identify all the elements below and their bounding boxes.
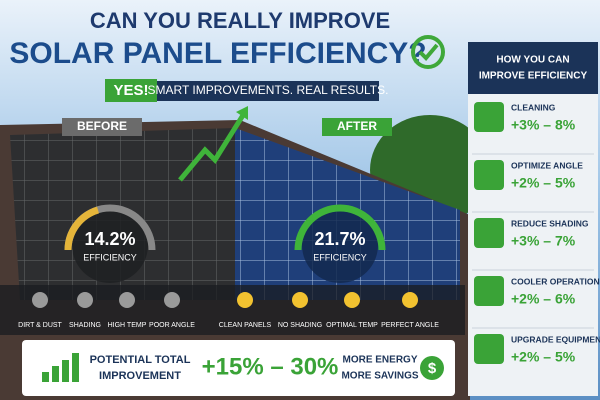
dollar-symbol: $ [428, 360, 437, 377]
item-label: UPGRADE EQUIPMENT [511, 334, 600, 344]
before-caption: EFFICIENCY [83, 252, 137, 262]
yes-text: YES! [113, 82, 148, 99]
growth-icon [42, 353, 79, 382]
after-value: 21.7% [314, 229, 365, 249]
footer-range: +15% – 30% [202, 353, 339, 380]
gauge-bg [72, 207, 148, 283]
benefit: MORE SAVINGS [341, 371, 418, 382]
sidebar-title: IMPROVE EFFICIENCY [479, 71, 588, 82]
title: SOLAR PANEL EFFICIENCY? [9, 37, 426, 70]
factor-label: NO SHADING [278, 322, 322, 329]
arrow-head [236, 106, 248, 120]
check-mark [418, 43, 439, 61]
item-range: +2% – 5% [511, 349, 576, 365]
after-caption: EFFICIENCY [313, 252, 367, 262]
factor-icon [119, 292, 135, 308]
gauge-bg [302, 207, 378, 283]
tagline: SMART IMPROVEMENTS. REAL RESULTS. [148, 83, 389, 97]
factor-label: CLEAN PANELS [219, 322, 272, 329]
item-icon [474, 102, 504, 132]
item-range: +2% – 5% [511, 175, 576, 191]
title: CAN YOU REALLY IMPROVE [90, 8, 390, 33]
factor-icon [344, 292, 360, 308]
dollar-icon [420, 356, 444, 380]
benefit: MORE ENERGY [342, 355, 417, 366]
gauge-arc [64, 206, 100, 251]
factor-icon [292, 292, 308, 308]
gauge-arc [294, 204, 386, 251]
check-icon [411, 35, 445, 69]
sidebar-items: CLEANING +3% – 8% OPTIMIZE ANGLE +2% – 5% RE… [472, 102, 600, 365]
factor-icon [237, 292, 253, 308]
factor-strip [0, 285, 465, 335]
sidebar-header [468, 42, 598, 94]
factor-label: SHADING [69, 322, 101, 329]
item-range: +3% – 8% [511, 117, 576, 133]
after-badge [322, 118, 392, 136]
sidebar-title: HOW YOU CAN [496, 55, 569, 66]
yes-badge [105, 79, 157, 102]
factor-label: HIGH TEMP [108, 322, 147, 329]
factor-icon [77, 292, 93, 308]
factor-label: POOR ANGLE [149, 322, 195, 329]
before-badge [62, 118, 142, 136]
item-range: +2% – 6% [511, 291, 576, 307]
factor-label: DIRT & DUST [18, 322, 62, 329]
after-label: AFTER [337, 119, 377, 133]
trend-arrow [178, 110, 248, 182]
item-label: CLEANING [511, 102, 556, 112]
factor-icon [402, 292, 418, 308]
item-icon [474, 160, 504, 190]
item-label: COOLER OPERATION [511, 276, 600, 286]
item-range: +3% – 7% [511, 233, 576, 249]
factor-label: OPTIMAL TEMP [326, 322, 378, 329]
factor-icon [32, 292, 48, 308]
item-icon [474, 334, 504, 364]
footer-label: POTENTIAL TOTAL [90, 354, 191, 366]
before-value: 14.2% [84, 229, 135, 249]
item-label: REDUCE SHADING [511, 218, 589, 228]
before-label: BEFORE [77, 119, 127, 133]
item-icon [474, 218, 504, 248]
footer-bg [22, 340, 455, 396]
tagline-bg [157, 81, 379, 101]
factors: DIRT & DUST SHADING HIGH TEMP POOR ANGLE CLE… [18, 292, 439, 329]
factor-icon [164, 292, 180, 308]
item-icon [474, 276, 504, 306]
factor-label: PERFECT ANGLE [381, 322, 439, 329]
item-label: OPTIMIZE ANGLE [511, 160, 583, 170]
footer-label: IMPROVEMENT [99, 370, 181, 382]
